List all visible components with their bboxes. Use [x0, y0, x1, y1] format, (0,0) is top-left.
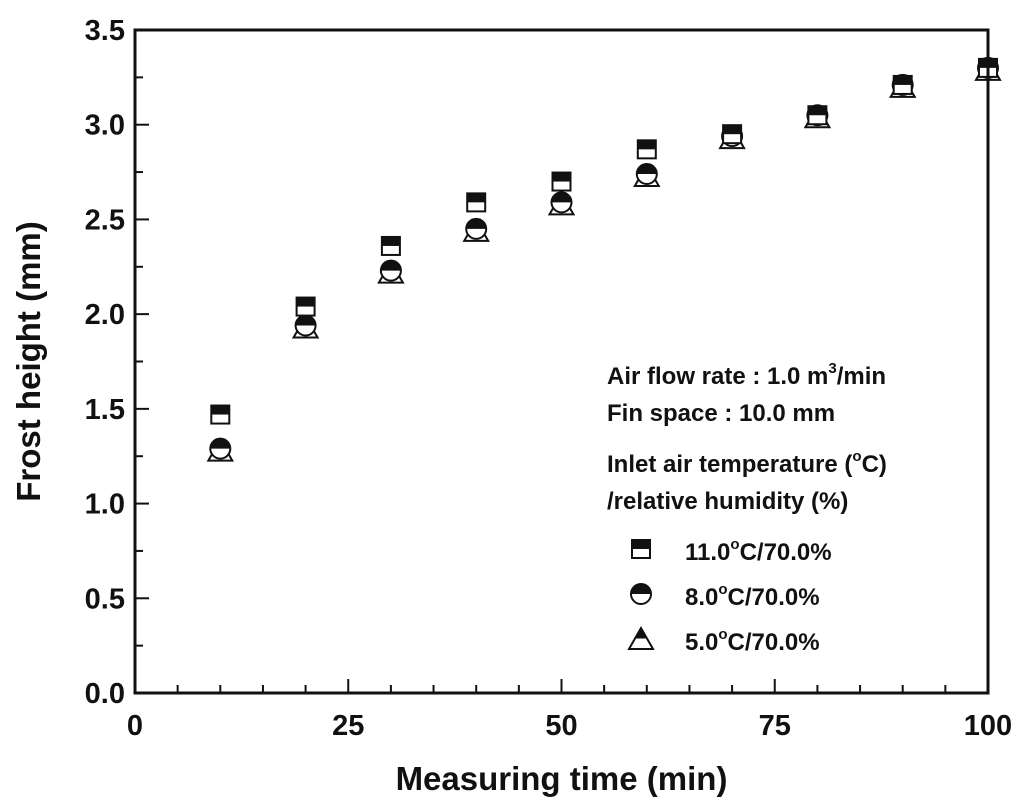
data-point-half-square	[380, 235, 401, 256]
x-tick-label: 100	[964, 710, 1012, 742]
legend-marker-triangle	[627, 625, 655, 650]
legend-marker-circle	[630, 583, 652, 605]
data-point-half-square	[551, 171, 572, 192]
legend-label-5c: 5.0oC/70.0%	[685, 626, 820, 656]
y-tick-label: 1.0	[85, 489, 125, 521]
y-tick-label: 2.0	[85, 299, 125, 331]
data-point-half-circle	[550, 191, 573, 214]
series-half-square	[210, 57, 998, 425]
y-tick-label: 3.0	[85, 110, 125, 142]
data-point-half-square	[295, 296, 316, 317]
y-tick-label: 2.5	[85, 204, 125, 236]
air-flow-rate-label: Air flow rate : 1.0 m3/min	[607, 360, 886, 390]
x-tick-label: 50	[545, 710, 577, 742]
legend-label-8c: 8.0oC/70.0%	[685, 581, 820, 611]
y-tick-label: 0.5	[85, 583, 125, 615]
data-points	[206, 56, 1002, 462]
y-tick-label: 3.5	[85, 15, 125, 47]
data-point-half-square	[722, 124, 743, 145]
x-axis-label: Measuring time (min)	[396, 760, 728, 797]
legend-label-11c: 11.0oC/70.0%	[685, 536, 832, 566]
y-tick-label: 1.5	[85, 394, 125, 426]
legend-item-11c: 11.0oC/70.0%	[631, 536, 832, 566]
legend-item-8c: 8.0oC/70.0%	[630, 581, 820, 611]
data-point-half-square	[210, 404, 231, 425]
legend-symbol-half-triangle	[627, 625, 655, 650]
x-tick-label: 75	[759, 710, 791, 742]
data-point-half-square	[807, 105, 828, 126]
data-point-half-circle	[379, 259, 402, 282]
data-point-half-square	[636, 139, 657, 160]
data-point-half-circle	[635, 162, 658, 185]
data-point-half-circle	[209, 437, 232, 460]
plot-frame	[133, 28, 990, 695]
data-point-half-circle	[465, 217, 488, 240]
relative-humidity-label: /relative humidity (%)	[607, 488, 848, 515]
fin-space-label: Fin space : 10.0 mm	[607, 400, 835, 427]
axis-ticks	[134, 29, 989, 694]
data-point-half-square	[892, 74, 913, 95]
legend-symbol-half-circle	[630, 583, 652, 605]
series-half-triangle	[206, 56, 1002, 462]
conditions-annotation: Air flow rate : 1.0 m3/min Fin space : 1…	[607, 360, 887, 515]
tick-labels: 0 25 50 75 100 0.0 0.5 1.0 1.5 2.0 2.5 3.0 3.5	[85, 15, 1013, 742]
legend: 11.0oC/70.0% 8.0oC/70.0% 5.0oC/70.0%	[627, 536, 832, 656]
series-half-circle	[209, 56, 999, 460]
legend-marker-square	[631, 539, 651, 559]
legend-symbol-half-square	[631, 539, 651, 559]
legend-item-5c: 5.0oC/70.0%	[627, 625, 820, 656]
y-tick-label: 0.0	[85, 678, 125, 710]
data-point-half-circle	[294, 314, 317, 337]
y-axis-label: Frost height (mm)	[10, 221, 47, 501]
data-point-half-square	[466, 192, 487, 213]
x-tick-label: 25	[332, 710, 364, 742]
x-tick-label: 0	[127, 710, 143, 742]
inlet-air-temperature-label: Inlet air temperature (oC)	[607, 448, 887, 478]
